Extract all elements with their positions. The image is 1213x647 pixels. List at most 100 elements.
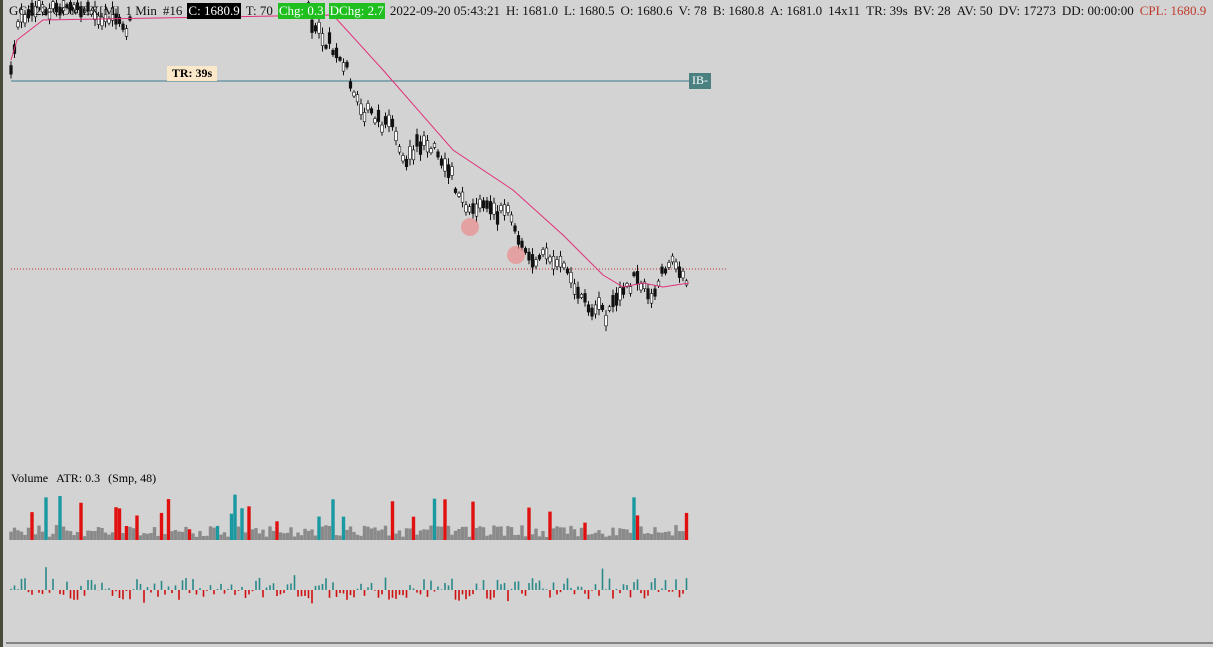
volume-bar [534, 528, 538, 540]
volume-bar [541, 531, 545, 540]
delta-bar [682, 590, 684, 594]
candle-body [324, 45, 328, 49]
ib-label: IB- [692, 73, 708, 87]
delta-bar [69, 590, 72, 599]
volume-bar [40, 531, 45, 540]
volume-bar [282, 533, 286, 540]
delta-bar [517, 581, 520, 590]
volume-bar [485, 535, 489, 540]
candle-body [415, 134, 419, 147]
delta-bar [514, 581, 516, 590]
candle-body [93, 6, 97, 21]
delta-bar [31, 590, 33, 595]
delta-bar [150, 590, 152, 593]
delta-bar [321, 583, 324, 590]
candle-body [96, 15, 101, 25]
delta-bar [405, 590, 408, 598]
volume-bar [47, 536, 52, 540]
volume-bar [499, 526, 503, 540]
chart-canvas: TR: 39s IB- Volume ATR: 0.3 (Smp, 48) [6, 0, 1213, 644]
volume-bar [404, 528, 409, 540]
delta-bar [412, 588, 415, 590]
candle-body [369, 108, 374, 114]
volume-bar [229, 513, 234, 540]
candle-body [639, 283, 643, 291]
candle-body [506, 205, 510, 213]
delta-bar [594, 584, 597, 590]
header-bar: GCZ22-COMEX[M] 1 Min #16 C: 1680.9 T: 70… [8, 3, 1207, 19]
candle-body [411, 149, 416, 161]
volume-bar [254, 528, 258, 540]
volume-bar [649, 534, 654, 540]
candle-body [387, 114, 391, 127]
candle-body [439, 158, 444, 166]
candle-body [457, 192, 461, 197]
delta-bar [108, 588, 110, 590]
volume-bar [173, 529, 178, 540]
volume-bar [310, 529, 314, 540]
volume-bar [299, 535, 304, 540]
delta-bar [143, 590, 145, 603]
delta-bar [542, 588, 544, 590]
volume-bar [408, 528, 412, 540]
volume-bar [23, 534, 27, 540]
volume-bar [604, 536, 608, 540]
volume-bar [411, 516, 416, 540]
delta-bar [206, 590, 208, 591]
delta-bar [423, 579, 425, 590]
volume-bar [621, 528, 626, 540]
delta-bar [503, 582, 506, 590]
volume-bar [219, 534, 223, 540]
delta-bar [374, 590, 376, 591]
volume-bar [170, 531, 174, 540]
volume-bar [670, 535, 675, 540]
delta-bar [227, 588, 229, 590]
candle-body [30, 2, 34, 16]
volume-bar [191, 533, 195, 540]
candle-body [607, 306, 612, 311]
delta-bar [489, 590, 492, 600]
candle-body [604, 315, 608, 327]
candle-body [310, 19, 314, 33]
volume-bar [635, 515, 640, 540]
delta-bar [48, 590, 51, 593]
candle-body [355, 94, 360, 103]
delta-bar [388, 590, 390, 600]
volume-bar [205, 535, 209, 540]
volume-bar [656, 532, 661, 540]
delta-bar [181, 580, 184, 590]
volume-bar [72, 535, 76, 540]
timer-label: TR: 39s [172, 66, 213, 80]
symbol: GCZ22-COMEX[M] [9, 3, 120, 18]
interval: 1 Min [125, 3, 157, 18]
volume-bar [110, 532, 115, 540]
volume-bar [138, 535, 143, 540]
current-price: CPL: 1680.9 [1139, 3, 1207, 18]
candle-body [478, 198, 482, 209]
delta-bar [230, 584, 233, 590]
volume-bar [131, 528, 136, 540]
candle-body [576, 286, 580, 299]
delta-bar [671, 590, 674, 592]
candle-body [65, 4, 69, 9]
low: L: 1680.5 [563, 3, 615, 18]
volume-bar [474, 528, 479, 540]
delta-bar [598, 590, 600, 596]
volume-bar [366, 526, 370, 540]
smoothing-label: (Smp, 48) [108, 471, 156, 485]
volume-bar [674, 525, 678, 540]
volume-bar [159, 512, 164, 540]
volume-bar [313, 535, 318, 540]
volume-bar [65, 530, 69, 540]
delta-bar [605, 589, 607, 590]
candle-body [635, 271, 640, 285]
volume-bar [54, 525, 59, 540]
candle-body [513, 225, 517, 232]
candle-body [79, 6, 83, 18]
delta-bar [650, 582, 653, 590]
delta-bar [678, 590, 681, 598]
candle-body [520, 240, 524, 248]
volume-bar [530, 534, 535, 540]
volume: V: 78 [678, 3, 707, 18]
